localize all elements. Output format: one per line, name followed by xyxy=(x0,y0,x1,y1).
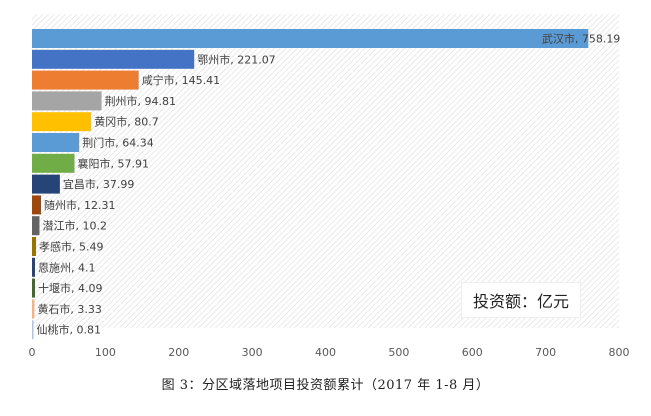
bar-14 xyxy=(32,299,35,319)
bar-label-13: 十堰市, 4.09 xyxy=(38,281,103,295)
bar-5 xyxy=(32,112,92,132)
bar-label-11: 孝感市, 5.49 xyxy=(39,240,104,254)
x-tick-label-0: 0 xyxy=(29,346,36,359)
x-tick-label-100: 100 xyxy=(95,346,116,359)
bar-2 xyxy=(32,49,195,69)
bar-label-12: 恩施州, 4.1 xyxy=(38,261,96,274)
bar-label-1: 武汉市, 758.19 xyxy=(542,32,620,46)
bar-label-2: 鄂州市, 221.07 xyxy=(197,52,275,66)
bar-9 xyxy=(32,195,42,215)
bar-label-4: 荆州市, 94.81 xyxy=(105,94,176,108)
bar-15 xyxy=(32,320,34,340)
x-tick-label-800: 800 xyxy=(609,346,630,359)
bar-label-8: 宜昌市, 37.99 xyxy=(63,177,134,191)
bar-label-10: 潜江市, 10.2 xyxy=(42,219,107,233)
bar-label-3: 咸宁市, 145.41 xyxy=(142,73,220,87)
x-tick-label-600: 600 xyxy=(462,346,483,359)
bar-label-7: 襄阳市, 57.91 xyxy=(77,156,148,170)
bar-3 xyxy=(32,70,139,90)
bar-label-6: 荆门市, 64.34 xyxy=(82,136,153,150)
figure-caption: 图 3：分区域落地项目投资额累计（2017 年 1-8 月） xyxy=(161,378,490,393)
bar-label-5: 黄冈市, 80.7 xyxy=(94,115,159,129)
bar-11 xyxy=(32,237,37,256)
bar-1 xyxy=(32,29,589,48)
bar-7 xyxy=(32,153,75,173)
bar-6 xyxy=(32,133,80,152)
bar-label-14: 黄石市, 3.33 xyxy=(37,302,102,316)
bar-10 xyxy=(32,216,40,236)
unit-note: 投资额：亿元 xyxy=(462,283,580,317)
bar-8 xyxy=(32,174,60,194)
bar-12 xyxy=(32,257,36,277)
bar-13 xyxy=(32,278,36,298)
x-tick-label-300: 300 xyxy=(242,346,263,359)
x-tick-label-500: 500 xyxy=(388,346,409,359)
x-tick-label-200: 200 xyxy=(168,346,189,359)
x-tick-label-700: 700 xyxy=(535,346,556,359)
bar-label-9: 随州市, 12.31 xyxy=(44,198,115,212)
bar-4 xyxy=(32,91,102,111)
x-tick-label-400: 400 xyxy=(315,346,336,359)
bar-label-15: 仙桃市, 0.81 xyxy=(37,323,102,337)
bar-chart: 武汉市, 758.19 鄂州市, 221.07 咸宁市, 145.41 荆州市, 94… xyxy=(29,14,630,359)
